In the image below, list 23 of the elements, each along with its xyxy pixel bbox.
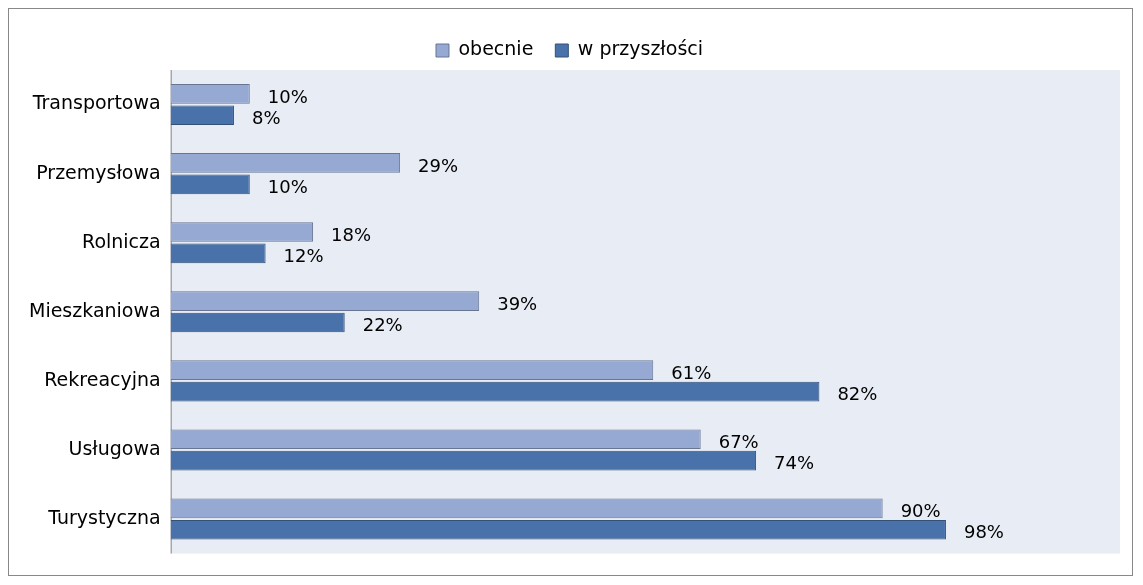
data-label: 82%: [837, 383, 878, 405]
y-tick-label: Rolnicza: [82, 229, 161, 252]
data-label: 22%: [362, 314, 403, 336]
data-label: 61%: [671, 361, 712, 383]
data-label: 74%: [774, 452, 815, 474]
legend-label: w przyszłości: [577, 37, 704, 60]
y-tick-label: Transportowa: [31, 91, 161, 114]
data-label: 90%: [900, 500, 941, 522]
legend-label: obecnie: [458, 37, 534, 60]
data-label: 98%: [963, 521, 1004, 543]
data-label: 10%: [267, 176, 308, 198]
y-tick-label: Rekreacyjna: [44, 367, 161, 390]
data-label: 8%: [251, 106, 281, 128]
data-label: 67%: [718, 430, 759, 452]
data-label: 18%: [331, 223, 372, 245]
data-label: 10%: [267, 85, 308, 107]
data-label: 39%: [497, 292, 538, 314]
y-tick-label: Mieszkaniowa: [28, 298, 161, 321]
data-label: 29%: [418, 154, 459, 176]
y-tick-label: Turystyczna: [47, 505, 161, 528]
y-tick-label: Usługowa: [68, 436, 161, 459]
y-tick-label: Przemysłowa: [36, 160, 161, 183]
data-label: 12%: [283, 245, 324, 267]
